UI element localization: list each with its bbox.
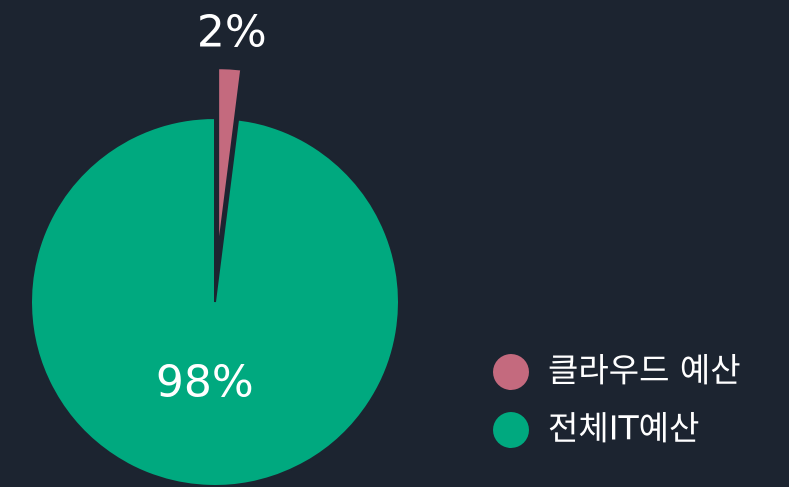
value-label: 2% [197,7,267,58]
value-label: 98% [156,357,254,408]
legend-label: 클라우드 예산 [548,351,741,390]
legend-swatch [493,354,529,390]
pie-slice [217,67,243,253]
legend-label: 전체IT예산 [548,409,699,448]
pie-slice [30,116,400,487]
legend-swatch [493,412,529,448]
